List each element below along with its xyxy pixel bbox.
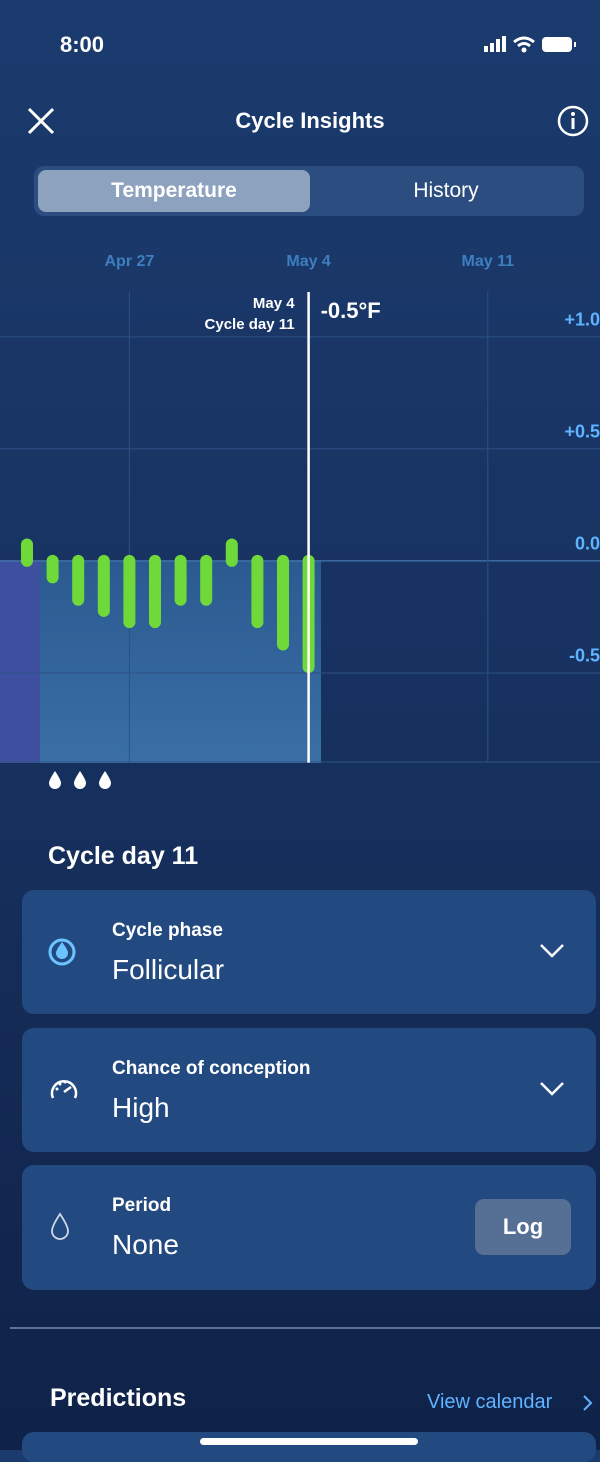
- period-region: [0, 561, 40, 763]
- link-chevron: [583, 1395, 593, 1411]
- selected-date: May 4: [253, 295, 295, 312]
- bar: [46, 554, 59, 584]
- card-label: Cycle phase: [112, 920, 223, 941]
- x-tick-label: May 4: [286, 253, 331, 270]
- info-button[interactable]: [556, 104, 590, 138]
- tab-temperature[interactable]: Temperature: [38, 170, 310, 212]
- drop-icon: [51, 1212, 69, 1240]
- bar: [149, 554, 161, 629]
- home-indicator: [200, 1438, 418, 1445]
- card-value: High: [112, 1092, 170, 1123]
- bar: [251, 554, 264, 629]
- chevron: [540, 1082, 564, 1096]
- cycle-day-heading: Cycle day 11: [48, 842, 199, 870]
- prediction-card: [22, 1432, 596, 1462]
- x-tick-label: Apr 27: [105, 253, 155, 270]
- card-value: Follicular: [112, 954, 225, 985]
- cycle-phase-card[interactable]: Cycle phase Follicular: [22, 890, 596, 1014]
- selected-value: -0.5°F: [321, 298, 381, 323]
- card-label: Chance of conception: [112, 1058, 311, 1079]
- y-tick-label: 0.0: [575, 534, 600, 554]
- selected-cycle-day: Cycle day 11: [205, 316, 295, 333]
- card-value: None: [112, 1229, 179, 1260]
- y-tick-label: -0.5: [569, 646, 600, 666]
- bar: [72, 554, 85, 606]
- x-tick-label: May 11: [462, 253, 515, 270]
- predictions-heading: Predictions: [50, 1384, 187, 1412]
- log-button[interactable]: Log: [475, 1199, 571, 1255]
- period-card: Period None Log: [22, 1165, 596, 1290]
- chevron: [540, 944, 564, 958]
- temperature-chart: +1.0 +0.5 0.0 -0.5 Apr 27 May 4 May 11 -0.5°F Ma…: [0, 253, 600, 763]
- tab-history[interactable]: History: [413, 179, 479, 202]
- y-tick-label: +1.0: [564, 310, 600, 330]
- view-calendar-link[interactable]: View calendar: [427, 1391, 553, 1413]
- period-drops: [49, 771, 111, 789]
- gauge-icon: [50, 1080, 78, 1099]
- conception-card[interactable]: Chance of conception High: [22, 1028, 596, 1152]
- status-time: 8:00: [60, 32, 105, 57]
- phase-icon: [48, 938, 76, 966]
- card-label: Period: [112, 1195, 172, 1216]
- bar: [200, 554, 213, 606]
- divider: [10, 1327, 600, 1329]
- y-tick-label: +0.5: [564, 422, 600, 442]
- bar: [277, 554, 289, 651]
- bar: [21, 538, 33, 567]
- page-title: Cycle Insights: [235, 108, 385, 133]
- status-icons: [484, 36, 576, 53]
- bar: [123, 554, 136, 629]
- bar: [97, 554, 110, 617]
- bar: [174, 554, 187, 606]
- close-button[interactable]: [26, 106, 56, 136]
- bar: [225, 538, 238, 567]
- segmented-control: Temperature History: [34, 166, 584, 216]
